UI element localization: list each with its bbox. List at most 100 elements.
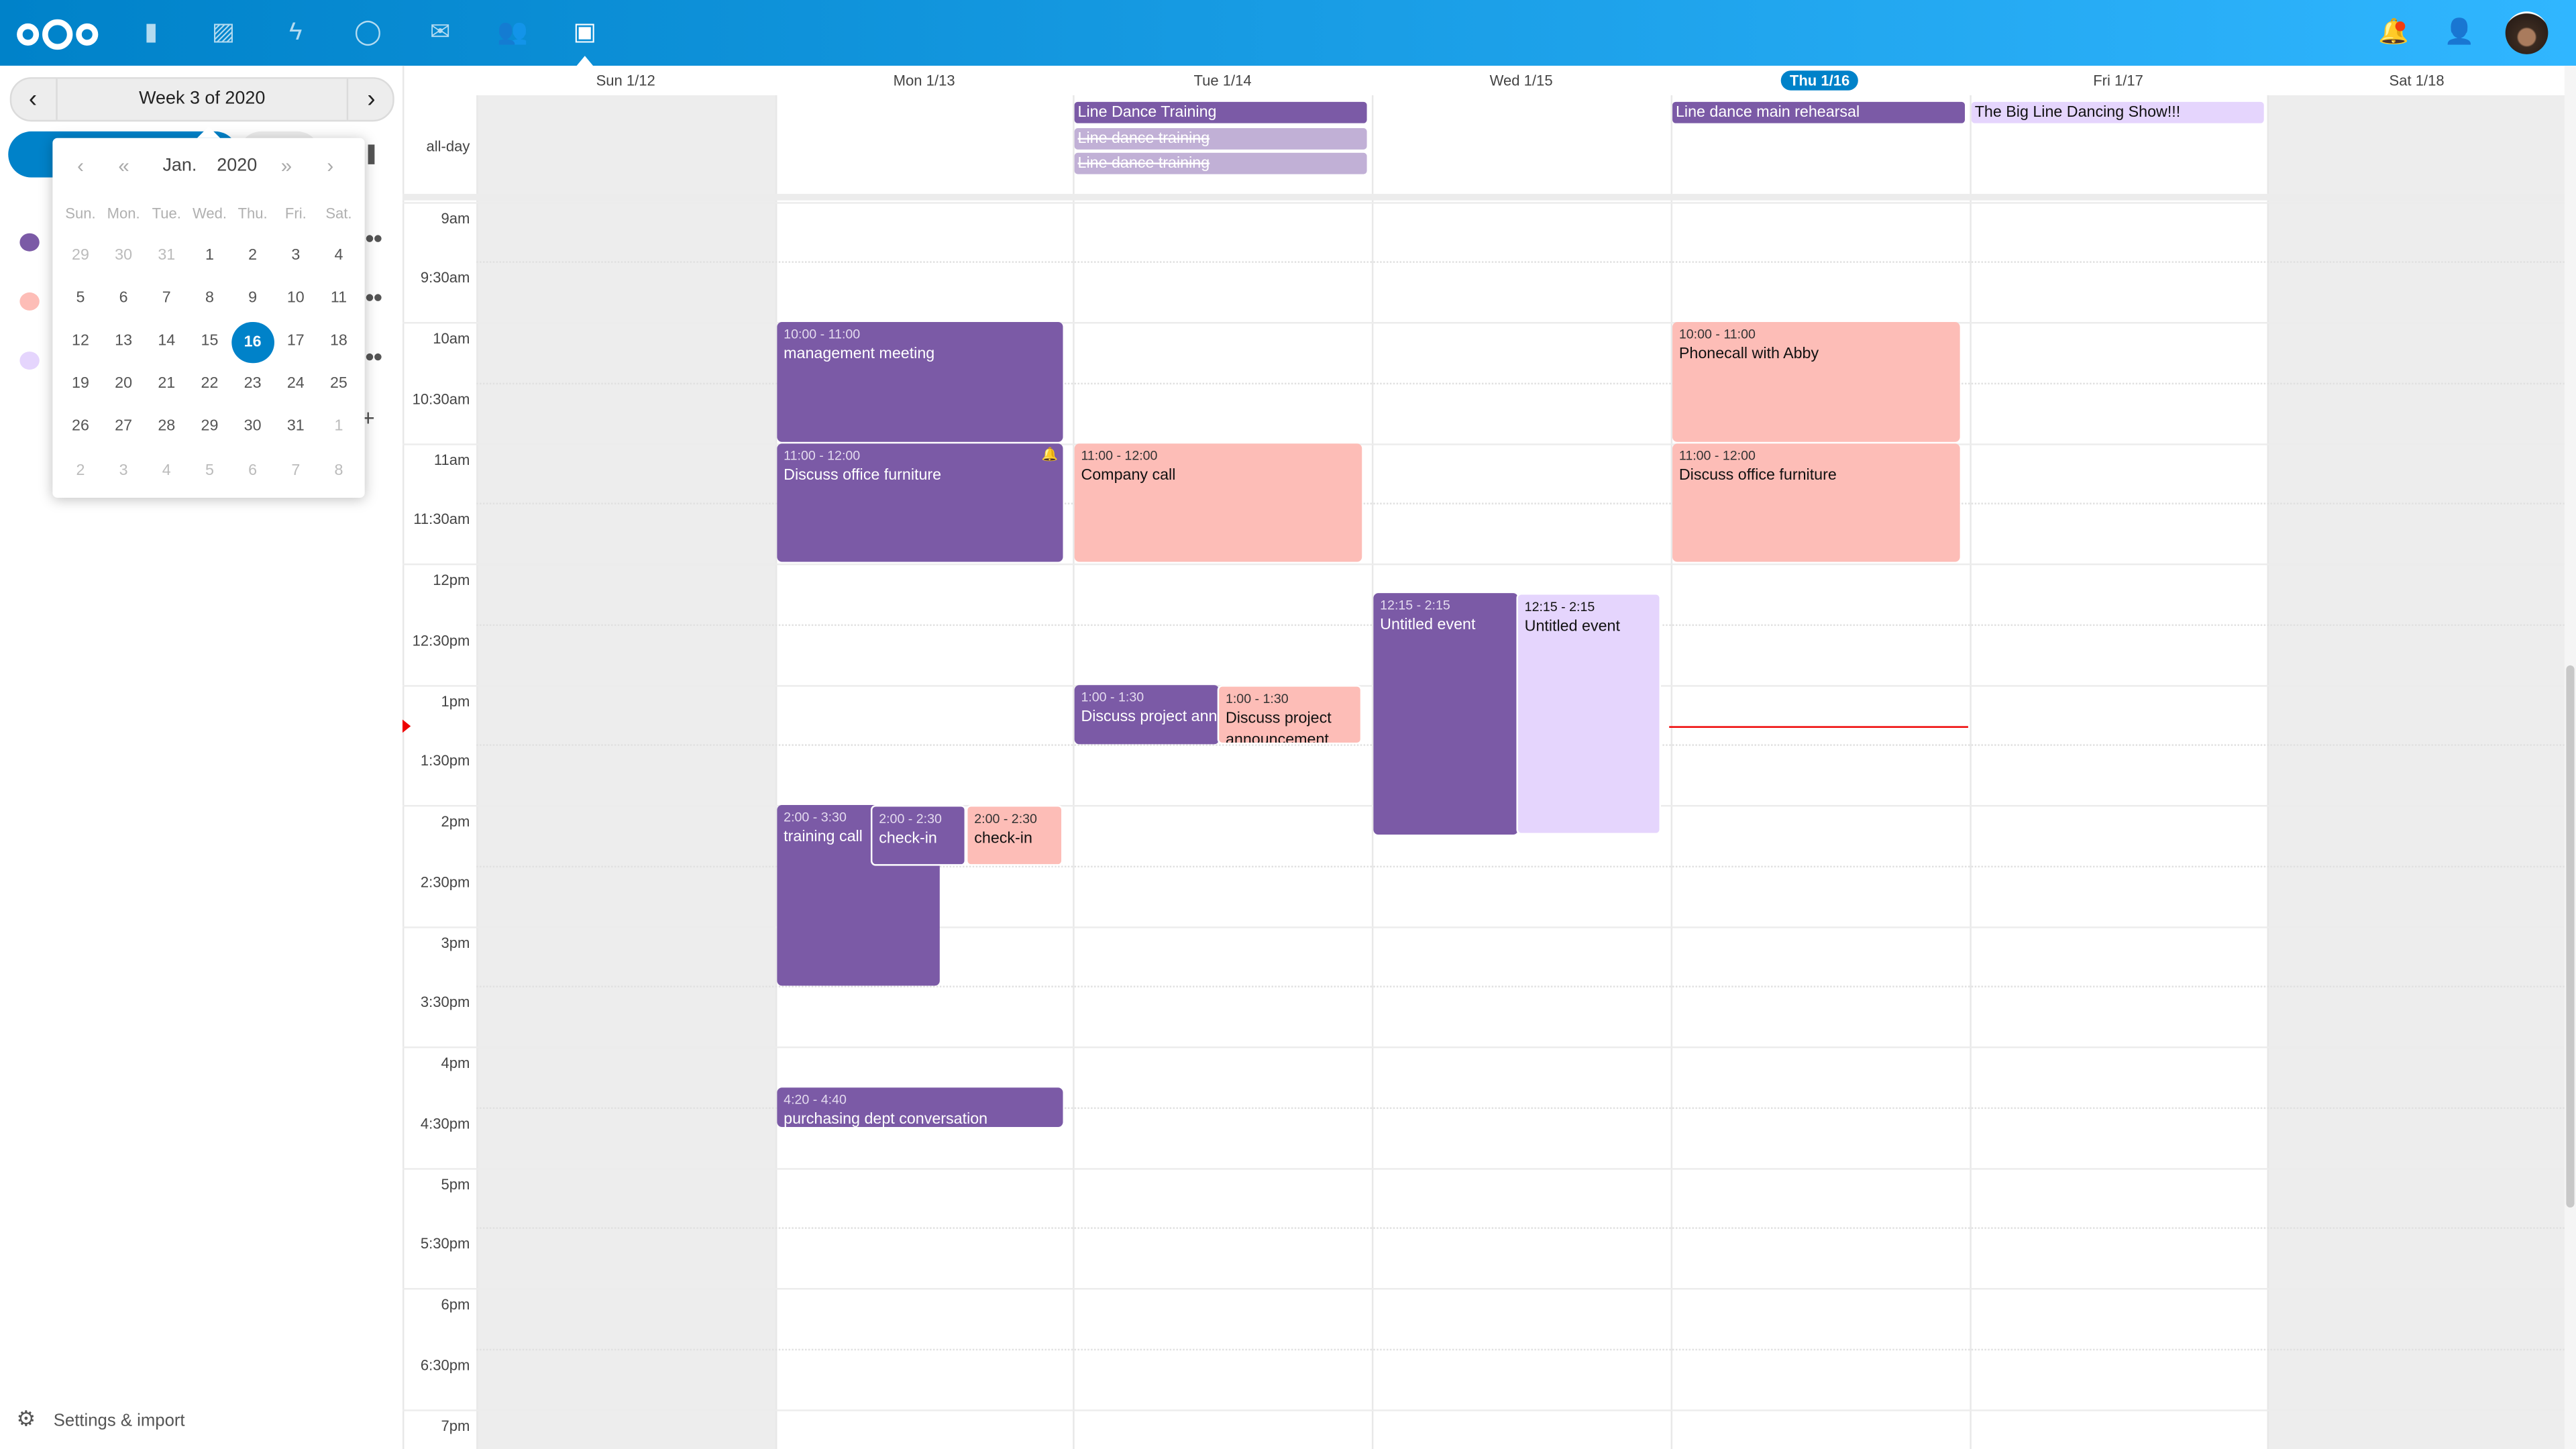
calendar-color-dot[interactable]	[19, 292, 40, 311]
user-avatar[interactable]	[2505, 11, 2548, 54]
date-cell[interactable]: 3	[291, 246, 301, 265]
date-cell[interactable]: 11	[330, 289, 347, 308]
day-header[interactable]: Thu 1/16	[1670, 66, 1969, 95]
date-cell[interactable]: 29	[72, 246, 89, 265]
new-calendar-plus-icon[interactable]: +	[361, 404, 375, 431]
calendar-event[interactable]: 4:20 - 4:40 purchasing dept conversation	[777, 1087, 1063, 1128]
date-cell[interactable]: 1	[205, 246, 214, 265]
contacts-menu-icon[interactable]: 👤	[2444, 17, 2475, 46]
date-cell[interactable]: 19	[72, 375, 89, 394]
date-cell[interactable]: 28	[158, 418, 176, 436]
nextcloud-logo-icon[interactable]	[16, 18, 99, 51]
day-header[interactable]: Fri 1/17	[1969, 66, 2267, 95]
date-cell[interactable]: 2	[76, 460, 85, 479]
mail-icon[interactable]: ✉	[429, 17, 451, 46]
talk-icon[interactable]: ◯	[354, 17, 382, 46]
previous-week-button[interactable]: ‹	[28, 85, 38, 113]
date-cell[interactable]: 8	[205, 289, 214, 308]
photos-icon[interactable]: ▨	[211, 17, 235, 46]
date-cell[interactable]: 4	[162, 460, 171, 479]
view-toggle[interactable]	[368, 144, 375, 164]
date-cell[interactable]: 24	[286, 375, 305, 394]
date-cell[interactable]: 30	[115, 246, 133, 265]
allday-event[interactable]: The Big Line Dancing Show!!!	[1971, 101, 2264, 123]
date-cell[interactable]: 1	[334, 418, 343, 436]
date-cell[interactable]: 5	[205, 460, 214, 479]
date-cell[interactable]: 6	[248, 460, 258, 479]
day-header[interactable]: Sun 1/12	[476, 66, 775, 95]
date-cell[interactable]: 12	[72, 332, 89, 351]
calendar-event[interactable]: 10:00 - 11:00 Phonecall with Abby	[1672, 322, 1960, 441]
day-header[interactable]: Sat 1/18	[2267, 66, 2566, 95]
next-week-button[interactable]: ›	[367, 85, 376, 113]
date-cell[interactable]: 2	[248, 246, 258, 265]
date-cell[interactable]: 14	[158, 332, 176, 351]
calendar-event[interactable]: 12:15 - 2:15 Untitled event	[1516, 594, 1661, 836]
day-column[interactable]	[2267, 95, 2568, 1449]
day-header[interactable]: Wed 1/15	[1372, 66, 1670, 95]
calendar-event[interactable]: 1:00 - 1:30 Discuss project announcement	[1217, 684, 1362, 745]
calendar-event[interactable]: 11:00 - 12:00 Company call	[1074, 443, 1362, 562]
calendar-menu-icon[interactable]: ●●	[364, 348, 383, 367]
date-cell[interactable]: 23	[244, 375, 262, 394]
contacts-icon[interactable]: 👥	[497, 17, 528, 46]
previous-year-icon[interactable]: «	[118, 154, 129, 178]
date-cell[interactable]: 22	[201, 375, 219, 394]
date-cell[interactable]: 3	[119, 460, 128, 479]
date-cell[interactable]: 26	[72, 418, 89, 436]
date-cell[interactable]: 31	[286, 418, 305, 436]
day-header[interactable]: Mon 1/13	[775, 66, 1073, 95]
scrollbar-thumb[interactable]	[2566, 665, 2575, 1208]
settings-import-button[interactable]: ⚙ Settings & import	[16, 1406, 184, 1432]
date-cell[interactable]: 17	[286, 332, 305, 351]
date-cell[interactable]: 13	[115, 332, 133, 351]
calendar-color-dot[interactable]	[19, 233, 40, 252]
previous-month-icon[interactable]: ‹	[77, 154, 84, 178]
calendar-color-dot[interactable]	[19, 352, 40, 370]
day-header[interactable]: Tue 1/14	[1073, 66, 1372, 95]
date-cell[interactable]: 5	[76, 289, 85, 308]
day-column[interactable]	[476, 95, 777, 1449]
calendar-icon[interactable]: ▣	[573, 17, 597, 46]
calendar-event[interactable]: 11:00 - 12:00 Discuss office furniture 🔔	[777, 443, 1063, 562]
date-cell[interactable]: 9	[248, 289, 258, 308]
date-cell[interactable]: 21	[158, 375, 176, 394]
calendar-event[interactable]: 2:00 - 2:30 check-in	[870, 805, 967, 866]
activity-icon[interactable]: ϟ	[289, 17, 303, 46]
next-month-icon[interactable]: ›	[327, 154, 334, 178]
date-cell[interactable]: 30	[244, 418, 262, 436]
day-column[interactable]	[775, 95, 1075, 1449]
next-year-icon[interactable]: »	[280, 154, 292, 178]
date-cell[interactable]: 7	[291, 460, 301, 479]
month-select[interactable]: Jan.	[162, 156, 197, 176]
date-cell[interactable]: 10	[286, 289, 305, 308]
date-cell[interactable]: 31	[158, 246, 176, 265]
calendar-event[interactable]: 11:00 - 12:00 Discuss office furniture	[1672, 443, 1960, 562]
calendar-menu-icon[interactable]: ●●	[364, 289, 383, 307]
calendar-event[interactable]: 2:00 - 2:30 check-in	[966, 805, 1063, 866]
allday-event[interactable]: Line dance training	[1074, 152, 1367, 174]
day-column[interactable]	[1372, 95, 1672, 1449]
day-column[interactable]	[1073, 95, 1373, 1449]
allday-event[interactable]: Line Dance Training	[1074, 101, 1367, 123]
calendar-event[interactable]: 1:00 - 1:30 Discuss project announcement	[1074, 684, 1220, 745]
allday-event[interactable]: Line dance training	[1074, 128, 1367, 150]
notifications-icon[interactable]: 🔔	[2378, 17, 2410, 46]
date-cell[interactable]: 8	[334, 460, 343, 479]
calendar-menu-icon[interactable]: ●●	[364, 229, 383, 248]
date-cell[interactable]: 6	[119, 289, 128, 308]
date-cell[interactable]: 4	[334, 246, 343, 265]
calendar-event[interactable]: 12:15 - 2:15 Untitled event	[1373, 594, 1518, 836]
date-cell[interactable]: 25	[329, 375, 347, 394]
year-select[interactable]: 2020	[217, 156, 258, 176]
day-column[interactable]	[1969, 95, 2269, 1449]
date-cell[interactable]: 27	[115, 418, 133, 436]
calendar-event[interactable]: 10:00 - 11:00 management meeting	[777, 322, 1063, 441]
files-icon[interactable]: ▮	[144, 17, 158, 46]
day-column[interactable]	[1670, 95, 1970, 1449]
allday-event[interactable]: Line dance main rehearsal	[1672, 101, 1966, 123]
date-cell[interactable]: 29	[201, 418, 219, 436]
date-cell[interactable]: 20	[115, 375, 133, 394]
date-cell[interactable]: 18	[329, 332, 347, 351]
date-cell[interactable]: 7	[162, 289, 171, 308]
